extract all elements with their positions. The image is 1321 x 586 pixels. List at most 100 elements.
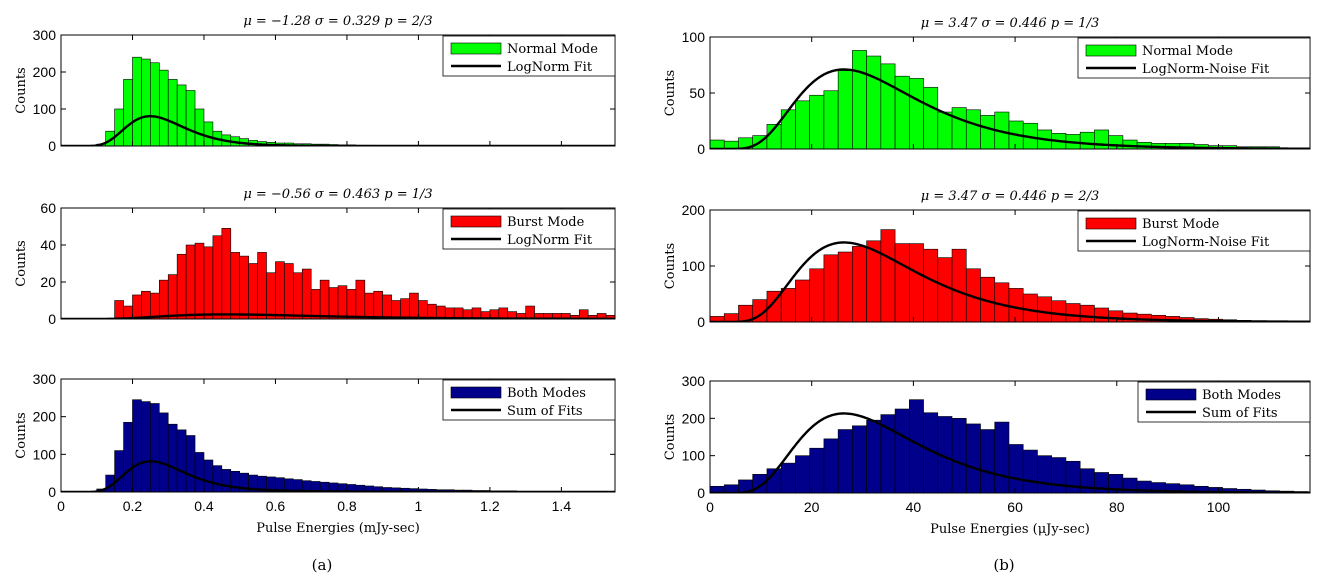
y-tick-label: 60 [40, 200, 56, 216]
legend-label: Burst Mode [1142, 217, 1220, 232]
x-tick-label: 1.2 [480, 498, 500, 514]
legend-label: Normal Mode [507, 42, 598, 57]
legend-label: LogNorm-Noise Fit [1142, 62, 1270, 77]
y-tick-label: 0 [697, 314, 705, 330]
histogram-bar [1122, 312, 1138, 322]
y-tick-label: 100 [33, 446, 57, 462]
legend: Burst Mode LogNorm Fit [442, 208, 616, 250]
histogram-bar [1037, 296, 1052, 322]
histogram-bar [114, 300, 124, 319]
histogram-bar [239, 255, 249, 319]
histogram-bar [167, 423, 178, 492]
legend-label: LogNorm Fit [507, 60, 593, 75]
y-tick-label: 0 [48, 484, 56, 500]
histogram-bar [203, 246, 214, 319]
legend-swatch [1085, 44, 1137, 57]
legend-box [442, 379, 616, 421]
histogram-bar [158, 69, 169, 146]
y-tick-label: 50 [689, 85, 705, 101]
histogram-bar [866, 419, 882, 493]
histogram-bar [1079, 131, 1095, 149]
histogram-bar [1108, 310, 1124, 322]
histogram-bar [221, 228, 232, 319]
histogram-bar [266, 272, 276, 319]
legend-swatch [1145, 388, 1197, 401]
histogram-bar [132, 294, 142, 319]
histogram-bar [852, 246, 867, 322]
histogram-bar [310, 289, 321, 319]
histogram-bar [852, 50, 867, 149]
histogram-bar [346, 289, 357, 319]
panel-title: μ = 3.47 σ = 0.446 p = 1/3 [921, 16, 1099, 31]
histogram-bar [837, 429, 853, 493]
histogram-bar [852, 425, 867, 493]
histogram-bar [158, 412, 169, 492]
histogram-bar [965, 109, 981, 149]
y-tick-label: 300 [682, 373, 706, 389]
legend-swatch [450, 42, 502, 55]
legend-label: Normal Mode [1142, 44, 1233, 59]
histogram-bar [951, 418, 967, 493]
histogram-bar [248, 263, 258, 319]
histogram-bar [257, 252, 267, 319]
histogram-bar [951, 248, 967, 322]
histogram-bar [221, 469, 232, 492]
x-tick-label: 0.2 [123, 498, 143, 514]
plot-area [710, 50, 1310, 149]
histogram-bar [114, 450, 124, 492]
histogram-bar [1008, 288, 1024, 322]
panel-title: μ = −0.56 σ = 0.463 p = 1/3 [243, 187, 432, 202]
histogram-bar [1037, 455, 1052, 493]
histogram-bar [866, 55, 882, 149]
histogram-bar [1122, 139, 1138, 149]
histogram-bar [1051, 457, 1067, 493]
histogram-bar [937, 257, 953, 322]
histogram-bar [837, 251, 853, 322]
histogram-bar [391, 300, 401, 319]
y-tick-label: 100 [33, 101, 57, 117]
histogram-bar [1108, 135, 1124, 149]
histogram-bar [823, 438, 839, 493]
plot-area [710, 229, 1310, 322]
y-axis-label: Counts [14, 240, 29, 286]
plot-area [61, 399, 615, 492]
histogram-bar [951, 107, 967, 149]
histogram-bar [328, 287, 339, 319]
histogram-bar [980, 429, 996, 493]
histogram-bar [194, 108, 205, 146]
histogram-bar [185, 435, 196, 492]
histogram-bar [150, 292, 160, 319]
axes-frame [60, 378, 616, 493]
x-tick-label: 0 [57, 498, 65, 514]
legend-swatch [450, 386, 502, 399]
x-tick-label: 100 [1207, 499, 1231, 515]
panel-a2: 0 20 40 60 Counts μ = −0.56 σ = 0.463 p = 1/3… [14, 187, 616, 327]
y-tick-label: 0 [48, 311, 56, 327]
histogram-bar [894, 243, 910, 322]
histogram-bar [909, 243, 924, 322]
y-tick-label: 0 [697, 141, 705, 157]
legend: Normal Mode LogNorm Fit [442, 35, 616, 77]
histogram-bar [150, 62, 160, 146]
y-tick-label: 0 [48, 138, 56, 154]
y-tick-label: 40 [40, 237, 56, 253]
histogram-bar [158, 279, 169, 319]
histogram-bar [185, 90, 196, 146]
legend-swatch [1085, 217, 1137, 230]
panel-b3: 0 100 200 300 0 20 40 60 80 100 Counts Pulse Energi… [663, 373, 1311, 537]
histogram-bar [780, 288, 796, 322]
histogram-bar [176, 253, 187, 319]
y-axis-label: Counts [663, 70, 678, 116]
histogram-bar [364, 292, 375, 319]
histogram-bar [980, 115, 996, 149]
legend-label: Sum of Fits [1202, 406, 1278, 421]
x-tick-label: 40 [906, 499, 922, 515]
x-tick-label: 80 [1109, 499, 1125, 515]
histogram-bar [114, 108, 124, 146]
legend: Both Modes Sum of Fits [442, 379, 616, 421]
legend: Burst Mode LogNorm-Noise Fit [1077, 210, 1311, 252]
histogram-bar [809, 268, 825, 322]
legend-box [1137, 381, 1311, 423]
x-tick-label: 0.4 [194, 498, 214, 514]
histogram-bar [400, 298, 410, 319]
